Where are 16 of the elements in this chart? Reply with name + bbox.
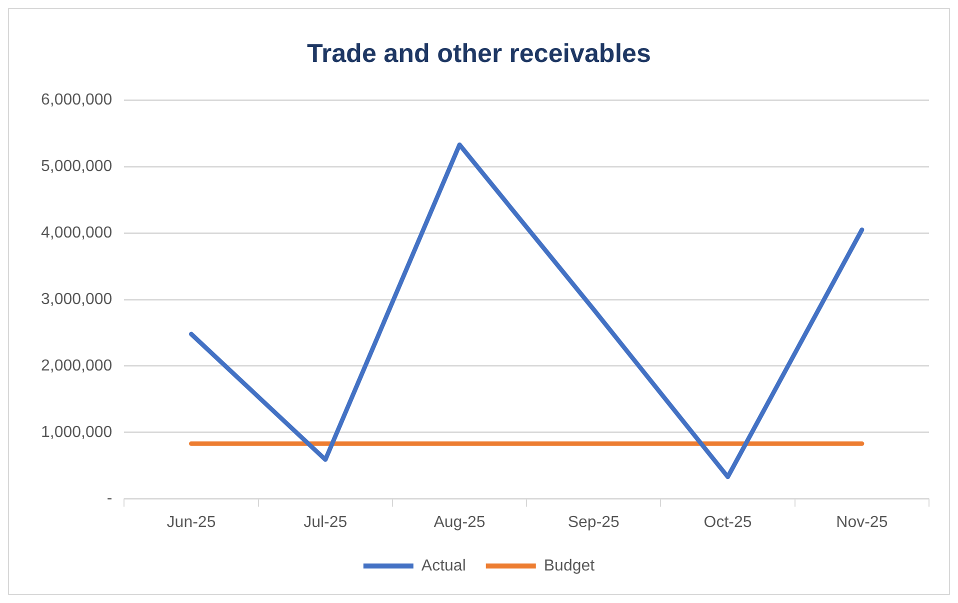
y-tick-label: 5,000,000 [40, 158, 112, 176]
y-tick-label: 1,000,000 [40, 424, 112, 441]
y-tick-label: 6,000,000 [40, 92, 112, 109]
y-tick-label: 2,000,000 [40, 357, 112, 374]
x-tick-label: Jun-25 [166, 514, 216, 531]
y-tick-label: 4,000,000 [40, 224, 112, 242]
chart-title: Trade and other receivables [307, 38, 651, 68]
x-tick-label: Nov-25 [836, 514, 888, 531]
x-tick-label: Oct-25 [704, 514, 752, 531]
x-tick-label: Sep-25 [568, 514, 620, 531]
x-tick-label: Aug-25 [434, 514, 486, 531]
legend-label: Actual [421, 557, 466, 574]
legend-label: Budget [544, 557, 596, 574]
y-tick-label: - [106, 490, 112, 508]
x-tick-label: Jul-25 [304, 514, 348, 531]
y-tick-label: 3,000,000 [40, 290, 112, 308]
